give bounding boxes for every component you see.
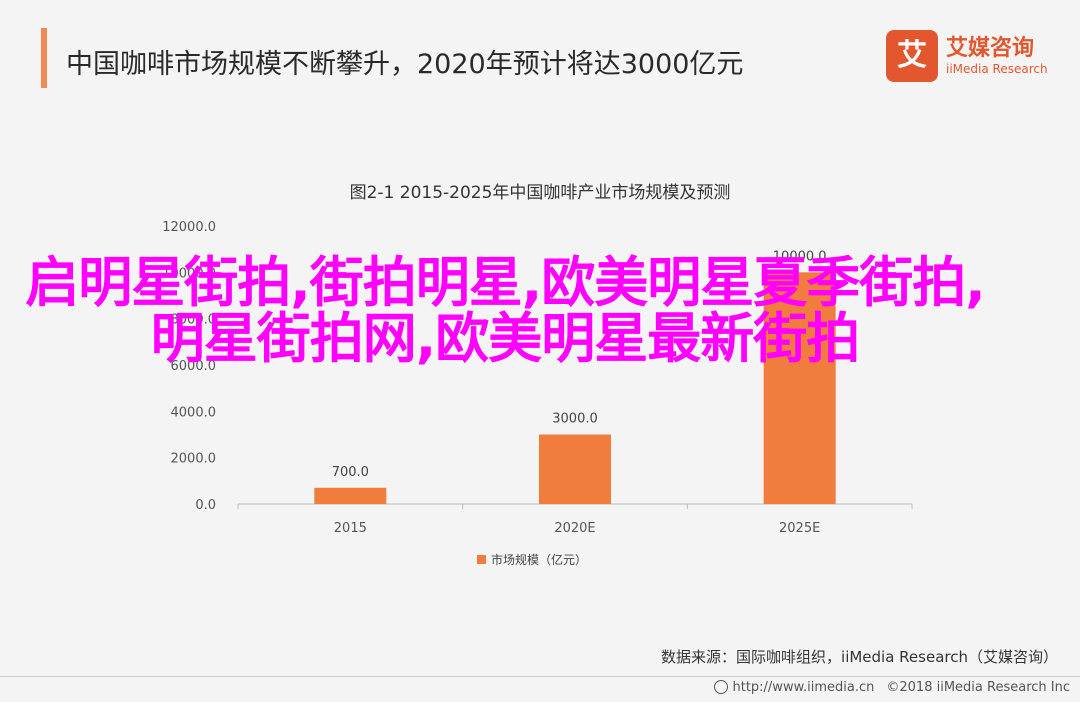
y-tick-label: 12000.0 [162, 220, 216, 235]
footer-url[interactable]: http://www.iimedia.cn [732, 680, 875, 695]
page-header: 中国咖啡市场规模不断攀升，2020年预计将达3000亿元 艾 艾媒咨询 iiMe… [0, 0, 1080, 110]
y-tick-label: 6000.0 [171, 359, 217, 374]
legend-label: 市场规模（亿元） [491, 552, 587, 567]
x-tick-label: 2015 [334, 521, 367, 536]
logo-cn-text: 艾媒咨询 [946, 36, 1035, 61]
footer-copyright: ©2018 iiMedia Research Inc [886, 680, 1070, 695]
data-source: 数据来源：国际咖啡组织，iiMedia Research（艾媒咨询） [661, 648, 1058, 666]
x-tick-label: 2020E [554, 521, 595, 536]
footer: http://www.iimedia.cn ©2018 iiMedia Resea… [702, 680, 1070, 695]
logo-en-text: iiMedia Research [946, 62, 1048, 76]
iimedia-logo: 艾 艾媒咨询 iiMedia Research [886, 26, 1066, 86]
bar [763, 272, 836, 504]
y-tick-label: 8000.0 [171, 313, 217, 328]
page-title: 中国咖啡市场规模不断攀升，2020年预计将达3000亿元 [66, 49, 744, 80]
data-label: 3000.0 [552, 412, 598, 427]
data-label: 700.0 [332, 465, 369, 480]
logo-icon: 艾 [886, 30, 938, 82]
data-label: 10000.0 [773, 249, 827, 264]
chart-title: 图2-1 2015-2025年中国咖啡产业市场规模及预测 [349, 183, 731, 203]
bar [314, 487, 387, 504]
y-tick-label: 10000.0 [162, 266, 216, 281]
footer-divider [0, 676, 1080, 677]
bar [539, 434, 611, 504]
overlay-text: 启明星街拍,街拍明星,欧美明星夏季街拍,明星街拍网,欧美明星最新街拍 [25, 251, 986, 370]
title-accent-bar [41, 28, 47, 88]
y-tick-label: 4000.0 [171, 405, 217, 420]
y-tick-label: 2000.0 [171, 452, 217, 467]
legend-swatch [477, 555, 486, 564]
y-tick-label: 0.0 [195, 498, 216, 513]
x-tick-label: 2025E [779, 521, 820, 536]
globe-icon [714, 680, 729, 694]
